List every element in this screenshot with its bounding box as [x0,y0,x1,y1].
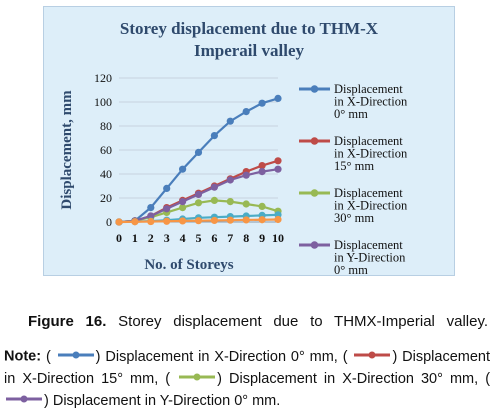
chart-title-line-0: Storey displacement due to THM-X [120,19,379,38]
legend-marker-0 [310,85,319,93]
note-item-2: ( ) Displacement in X-Direction 30° mm, [165,371,478,387]
series-0-point-6 [210,132,218,140]
series-3-point-7 [226,176,234,184]
figure-caption: Figure 16. Storey displacement due to TH… [28,313,488,330]
series-2-point-4 [179,204,187,212]
series-3-point-8 [242,171,250,179]
legend-label-0-1: in X-Direction [334,95,408,109]
series-5-point-7 [226,216,234,224]
series-0-point-3 [163,184,171,192]
series-5-point-9 [258,216,266,224]
note-item-text: Displacement in X-Direction 30° mm, [229,370,479,387]
series-2-point-7 [226,198,234,206]
series-5-point-4 [179,217,187,225]
y-tick-label-2: 40 [100,167,112,181]
note-item-0: ( ) Displacement in X-Direction 0° mm, [46,349,338,365]
legend-label-2-1: in X-Direction [334,199,408,213]
legend-label-1-1: in X-Direction [334,147,408,161]
series-5-point-0 [115,218,123,226]
x-tick-label-6: 6 [211,231,217,245]
series-0-point-4 [179,165,187,173]
y-tick-label-5: 100 [94,95,112,109]
series-3-point-10 [274,165,282,173]
chart-svg: Storey displacement due to THM-X Imperail… [59,19,408,275]
series-0-point-8 [242,108,250,116]
legend-marker-2 [310,189,319,197]
series-5-point-8 [242,216,250,224]
series-5-point-5 [194,217,203,225]
series-0-point-2 [147,204,155,212]
series-2-point-6 [210,196,218,204]
series-3-point-9 [258,168,266,176]
legend-swatch-icon [57,346,95,368]
series-1-point-9 [258,162,266,170]
x-tick-label-2: 2 [148,231,154,245]
series-0-point-5 [194,148,203,156]
series-3-point-3 [163,205,171,213]
chart-title-line-1: Imperail valley [194,41,305,60]
x-tick-label-5: 5 [196,231,202,245]
note-item-text: Displacement in X-Direction 15° mm, [4,348,490,387]
series-3-point-4 [179,198,187,206]
legend-label-1-0: Displacement [334,134,403,148]
note-item-1: ( ) Displacement in X-Direction 15° mm, [4,349,490,387]
legend-label-3-1: in Y-Direction [334,251,406,265]
y-tick-label-6: 120 [94,71,112,85]
y-tick-label-3: 60 [100,143,112,157]
legend-label-2-2: 30° mm [334,211,374,225]
series-0-point-9 [258,99,266,107]
note-item-text: Displacement in X-Direction 0° mm, [105,348,338,365]
chart-frame: Storey displacement due to THM-X Imperail… [43,6,455,276]
x-axis-title: No. of Storeys [144,257,233,273]
legend-label-2-0: Displacement [334,186,403,200]
x-tick-label-10: 10 [272,231,284,245]
series-3-point-2 [147,212,155,220]
series-2-point-5 [194,199,203,207]
x-tick-label-9: 9 [259,231,265,245]
legend-swatch-icon [178,368,216,390]
series-5-point-6 [210,216,218,225]
series-2-point-9 [258,202,266,210]
x-tick-label-8: 8 [243,231,249,245]
series-3-point-5 [194,190,203,198]
legend-label-1-2: 15° mm [334,159,374,173]
legend-label-0-2: 0° mm [334,107,368,121]
series-0-point-7 [226,117,234,125]
figure-note: Note: ( ) Displacement in X-Direction 0°… [4,346,490,412]
note-item-3: ( ) Displacement in Y-Direction 0° mm. [4,371,490,409]
note-item-text: Displacement in Y-Direction 0° mm. [52,392,281,409]
x-tick-label-7: 7 [227,231,233,245]
series-5-point-3 [163,217,171,225]
series-1-point-10 [274,157,282,165]
x-tick-label-1: 1 [132,231,138,245]
series-3-point-6 [210,183,218,191]
y-tick-label-1: 20 [100,191,112,205]
legend-swatch-icon [5,390,43,412]
series-5-point-1 [131,218,139,226]
caption-text: Storey displacement due to THMX-Imperial… [118,313,489,330]
legend-marker-1 [310,137,319,145]
y-tick-label-0: 0 [106,215,112,229]
x-tick-label-4: 4 [180,231,186,245]
note-label: Note: [4,348,42,365]
x-tick-label-0: 0 [116,231,122,245]
legend-label-3-2: 0° mm [334,263,368,275]
x-tick-label-3: 3 [164,231,170,245]
series-5-point-2 [147,217,155,226]
series-5-point-10 [274,215,282,224]
series-0-point-10 [274,94,282,102]
legend-marker-3 [310,241,319,249]
y-axis-title: Displacement, mm [59,90,75,210]
legend-label-3-0: Displacement [334,238,403,252]
y-tick-label-4: 80 [100,119,112,133]
series-2-point-8 [242,200,250,208]
caption-label: Figure 16. [28,313,107,330]
legend-label-0-0: Displacement [334,82,403,96]
legend-swatch-icon [353,346,391,368]
